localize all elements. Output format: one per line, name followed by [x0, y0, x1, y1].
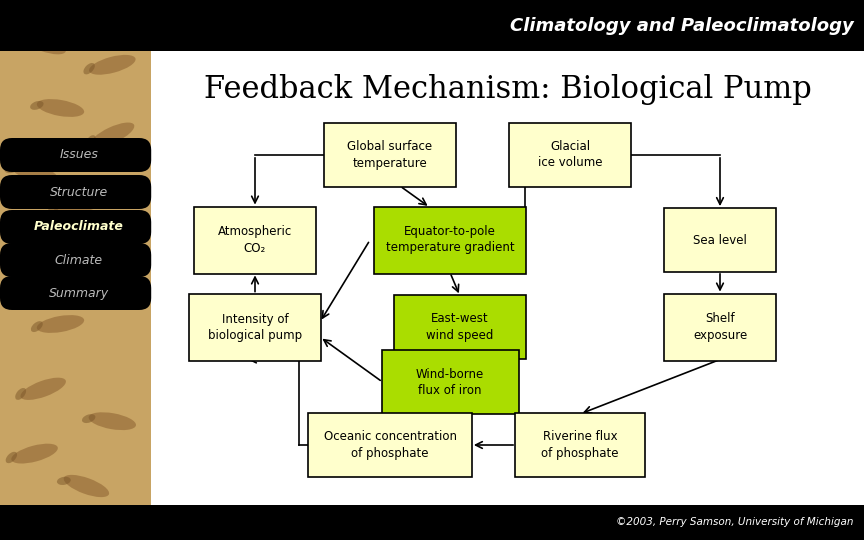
Ellipse shape [14, 34, 28, 42]
Ellipse shape [37, 99, 84, 117]
Ellipse shape [86, 135, 96, 147]
Text: Structure: Structure [49, 186, 108, 199]
FancyBboxPatch shape [308, 413, 472, 477]
Text: Climatology and Paleoclimatology: Climatology and Paleoclimatology [511, 17, 854, 35]
Text: Wind-borne
flux of iron: Wind-borne flux of iron [416, 368, 484, 396]
Text: Sea level: Sea level [693, 233, 747, 246]
Text: Riverine flux
of phosphate: Riverine flux of phosphate [541, 430, 619, 460]
Ellipse shape [64, 475, 109, 497]
FancyBboxPatch shape [0, 138, 151, 172]
Ellipse shape [91, 123, 134, 147]
Ellipse shape [4, 165, 18, 173]
Text: Intensity of
biological pump: Intensity of biological pump [208, 313, 302, 341]
Text: ©2003, Perry Samson, University of Michigan: ©2003, Perry Samson, University of Michi… [617, 517, 854, 528]
Bar [0, 51, 151, 505]
Ellipse shape [21, 32, 66, 55]
FancyBboxPatch shape [374, 206, 526, 273]
FancyBboxPatch shape [664, 208, 776, 272]
Ellipse shape [11, 444, 58, 463]
Ellipse shape [91, 273, 105, 281]
Bar [151, 51, 864, 505]
Text: Oceanic concentration
of phosphate: Oceanic concentration of phosphate [323, 430, 456, 460]
FancyBboxPatch shape [515, 413, 645, 477]
Text: Feedback Mechanism: Biological Pump: Feedback Mechanism: Biological Pump [204, 74, 811, 105]
Ellipse shape [48, 202, 60, 213]
FancyBboxPatch shape [664, 294, 776, 361]
Ellipse shape [98, 271, 144, 291]
Ellipse shape [37, 315, 84, 333]
Text: Summary: Summary [48, 287, 109, 300]
Ellipse shape [84, 63, 95, 75]
Ellipse shape [82, 414, 95, 423]
Bar [0, 505, 864, 540]
FancyBboxPatch shape [394, 295, 526, 359]
Text: Climate: Climate [54, 253, 103, 267]
Text: East-west
wind speed: East-west wind speed [426, 313, 493, 341]
Ellipse shape [57, 477, 71, 485]
FancyBboxPatch shape [0, 276, 151, 310]
Text: Atmospheric
CO₂: Atmospheric CO₂ [218, 226, 292, 254]
FancyBboxPatch shape [324, 123, 456, 187]
FancyBboxPatch shape [0, 175, 151, 209]
FancyBboxPatch shape [0, 210, 151, 244]
Text: Global surface
temperature: Global surface temperature [347, 140, 433, 170]
FancyBboxPatch shape [194, 206, 316, 273]
Ellipse shape [89, 55, 136, 75]
Ellipse shape [21, 377, 66, 400]
Ellipse shape [30, 101, 43, 110]
Ellipse shape [11, 163, 58, 183]
Ellipse shape [31, 321, 43, 332]
Text: Equator-to-pole
temperature gradient: Equator-to-pole temperature gradient [385, 226, 514, 254]
Text: Issues: Issues [60, 148, 98, 161]
Ellipse shape [16, 388, 26, 400]
Text: Glacial
ice volume: Glacial ice volume [537, 140, 602, 170]
FancyBboxPatch shape [189, 294, 321, 361]
FancyBboxPatch shape [0, 243, 151, 277]
FancyBboxPatch shape [509, 123, 631, 187]
FancyBboxPatch shape [382, 350, 518, 414]
Ellipse shape [89, 412, 136, 430]
Bar [0, 0, 864, 51]
Ellipse shape [6, 452, 17, 463]
Text: Paleoclimate: Paleoclimate [34, 220, 124, 233]
Text: Shelf
exposure: Shelf exposure [693, 313, 747, 341]
Ellipse shape [54, 196, 101, 214]
